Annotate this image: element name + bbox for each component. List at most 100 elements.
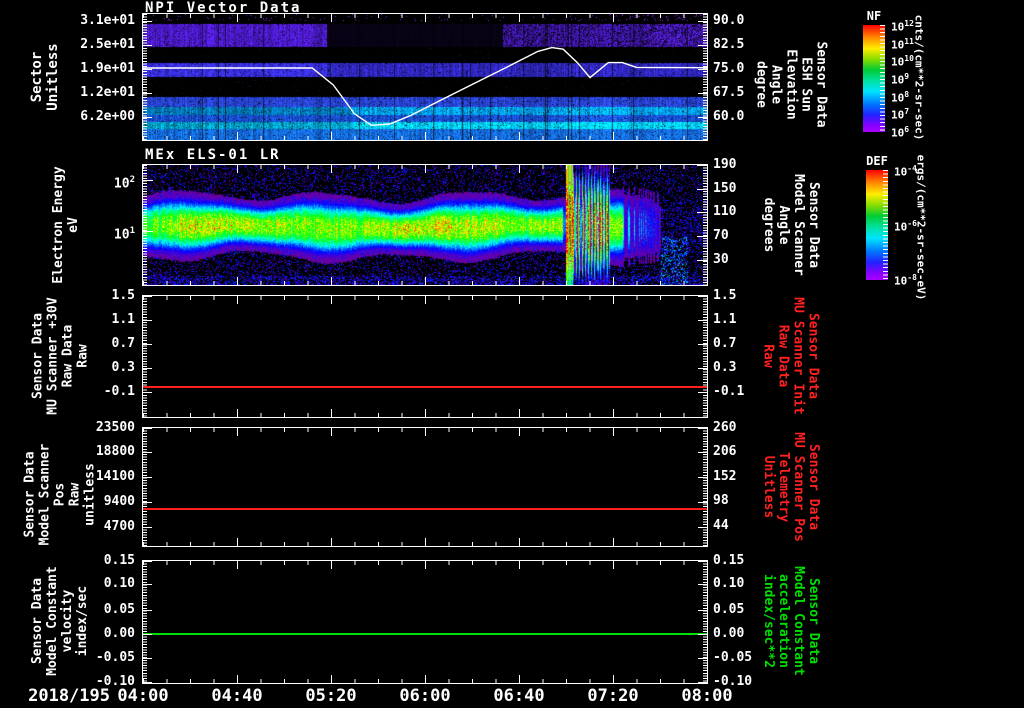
nf-cb-tick-4: 108 bbox=[891, 90, 910, 105]
major-tick bbox=[143, 69, 152, 70]
major-tick bbox=[613, 538, 614, 546]
p5-rtick-2: 0.05 bbox=[713, 602, 745, 617]
p4-ltick-3: 9400 bbox=[103, 494, 135, 509]
xtick-0800: 08:00 bbox=[681, 686, 733, 706]
major-tick bbox=[697, 236, 707, 237]
major-tick bbox=[143, 392, 152, 393]
major-tick bbox=[331, 428, 332, 436]
nf-cb-tick-5: 107 bbox=[891, 107, 910, 122]
major-tick bbox=[613, 165, 614, 173]
def-colorbar-unit: ergs/(cm**2-sr-sec-eV) bbox=[914, 154, 928, 301]
nf-colorbar-ticks bbox=[880, 25, 885, 132]
major-tick bbox=[237, 277, 238, 285]
nf-cb-tick-6: 106 bbox=[891, 125, 910, 140]
major-tick bbox=[331, 277, 332, 285]
major-tick bbox=[613, 132, 614, 140]
npi-spectrogram-canvas bbox=[143, 14, 707, 140]
p3-rtick-4: -0.1 bbox=[713, 384, 745, 399]
p1-ltick-0: 3.1e+01 bbox=[80, 13, 135, 28]
major-tick bbox=[143, 477, 152, 478]
xtick-0400: 04:00 bbox=[117, 686, 169, 706]
major-tick bbox=[697, 212, 707, 213]
major-tick bbox=[143, 502, 152, 503]
major-tick bbox=[698, 658, 707, 659]
els-spectrogram-plot bbox=[142, 164, 708, 286]
nf-cb-tick-1: 1011 bbox=[891, 37, 914, 52]
def-cb-tick-2: 10-8 bbox=[894, 273, 917, 288]
major-tick bbox=[331, 409, 332, 417]
major-tick bbox=[698, 527, 707, 528]
major-tick bbox=[519, 538, 520, 546]
major-tick bbox=[519, 296, 520, 304]
p4-ltick-0: 23500 bbox=[95, 420, 135, 435]
major-tick bbox=[698, 392, 707, 393]
xtick-0640: 06:40 bbox=[493, 686, 545, 706]
major-tick bbox=[237, 165, 238, 173]
major-tick bbox=[519, 675, 520, 683]
def-cb-tick-0: 10-4 bbox=[894, 164, 917, 179]
nf-cb-tick-0: 1012 bbox=[891, 19, 914, 34]
major-tick bbox=[331, 538, 332, 546]
major-tick bbox=[143, 682, 152, 683]
p3-rtick-2: 0.7 bbox=[713, 336, 737, 351]
p1-left-axis-label: Sector Unitless bbox=[29, 43, 61, 111]
p5-rtick-4: -0.05 bbox=[713, 650, 753, 665]
major-tick bbox=[237, 409, 238, 417]
major-tick bbox=[143, 320, 152, 321]
xtick-0520: 05:20 bbox=[305, 686, 357, 706]
major-tick bbox=[613, 561, 614, 569]
major-tick bbox=[143, 561, 152, 562]
major-tick bbox=[143, 180, 153, 181]
p2-rtick-4: 30 bbox=[713, 252, 729, 267]
major-tick bbox=[237, 132, 238, 140]
major-tick bbox=[698, 69, 707, 70]
major-tick bbox=[143, 452, 152, 453]
major-tick bbox=[237, 14, 238, 22]
major-tick bbox=[519, 561, 520, 569]
major-tick bbox=[425, 165, 426, 173]
p1-ltick-1: 2.5e+01 bbox=[80, 37, 135, 52]
major-tick bbox=[143, 45, 152, 46]
major-tick bbox=[519, 132, 520, 140]
sun-elevation-overlay bbox=[143, 46, 707, 127]
major-tick bbox=[698, 368, 707, 369]
major-tick bbox=[697, 260, 707, 261]
def-colorbar bbox=[866, 170, 888, 280]
nf-colorbar-unit: cnts/(cm**2-sr-sec) bbox=[912, 14, 926, 141]
major-tick bbox=[698, 45, 707, 46]
major-tick bbox=[331, 165, 332, 173]
els-spectrogram-canvas bbox=[143, 165, 707, 285]
major-tick bbox=[519, 165, 520, 173]
p2-rtick-2: 110 bbox=[713, 204, 737, 219]
xtick-0720: 07:20 bbox=[587, 686, 639, 706]
p2-rtick-3: 70 bbox=[713, 228, 729, 243]
major-tick bbox=[143, 658, 152, 659]
xtick-0600: 06:00 bbox=[399, 686, 451, 706]
major-tick bbox=[425, 14, 426, 22]
major-tick bbox=[425, 296, 426, 304]
date-label: 2018/195 bbox=[28, 686, 110, 706]
nf-cb-tick-3: 109 bbox=[891, 72, 910, 87]
p1-ltick-4: 6.2e+00 bbox=[80, 109, 135, 124]
major-tick bbox=[698, 634, 707, 635]
p5-ltick-3: 0.00 bbox=[103, 626, 135, 641]
p4-rtick-1: 206 bbox=[713, 444, 737, 459]
p4-ltick-1: 18800 bbox=[95, 444, 135, 459]
major-tick bbox=[425, 428, 426, 436]
major-tick bbox=[613, 428, 614, 436]
model-scanner-pos-data-line bbox=[143, 508, 707, 510]
major-tick bbox=[143, 93, 152, 94]
major-tick bbox=[237, 538, 238, 546]
model-constant-velocity-plot bbox=[142, 560, 708, 684]
p5-ltick-1: 0.10 bbox=[103, 576, 135, 591]
nf-colorbar-title: NF bbox=[866, 9, 882, 23]
major-tick bbox=[425, 675, 426, 683]
major-tick bbox=[698, 117, 707, 118]
p5-right-minor-ticks bbox=[703, 561, 707, 683]
p1-left-minor-ticks bbox=[143, 14, 147, 140]
sun-elevation-line bbox=[143, 46, 707, 127]
major-tick bbox=[698, 452, 707, 453]
p4-rtick-0: 260 bbox=[713, 420, 737, 435]
p3-right-minor-ticks bbox=[703, 296, 707, 417]
major-tick bbox=[519, 409, 520, 417]
